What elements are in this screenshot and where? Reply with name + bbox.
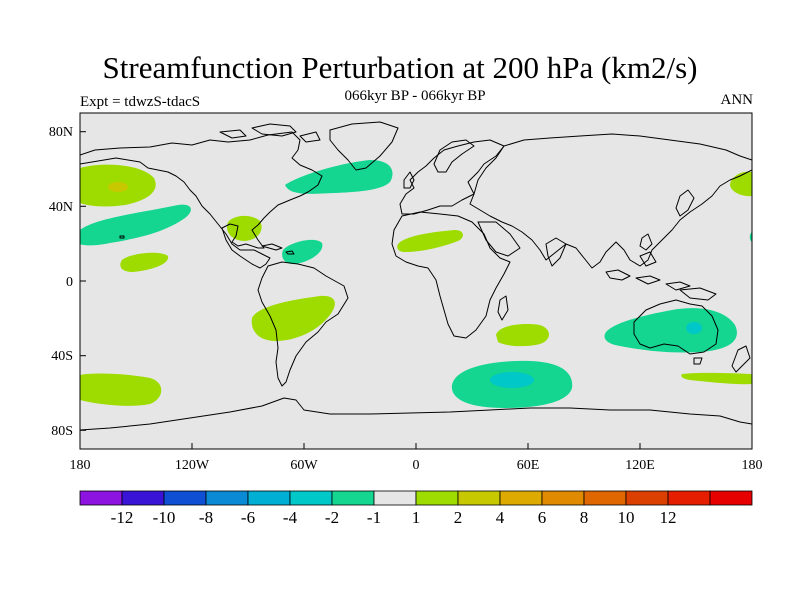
colorbar-label: -2 [325, 508, 339, 527]
coast-japan [675, 189, 695, 217]
lat-tick-label: 0 [66, 275, 73, 290]
coastlines [80, 121, 752, 431]
coast-australia [633, 299, 719, 355]
colorbar-swatch [121, 490, 165, 506]
anomaly-gulf-positive [226, 215, 262, 241]
colorbar-label: -4 [283, 508, 298, 527]
anomaly-sahara-positive [397, 230, 463, 252]
anomaly-australia-negative [604, 308, 737, 353]
colorbar-label: 1 [412, 508, 421, 527]
colorbar-swatch [163, 490, 207, 506]
coast-asia [469, 133, 752, 269]
latitude-axis: 80N 40N 0 40S 80S [49, 125, 86, 439]
colorbar-swatch [415, 490, 459, 506]
colorbar-swatch [457, 490, 501, 506]
anomaly-south-pacific-positive-east [681, 372, 752, 385]
lon-tick-label: 120W [175, 458, 210, 473]
colorbar-label: -6 [241, 508, 255, 527]
coast-philippines [639, 233, 653, 251]
coast-hawaii [119, 235, 125, 239]
lon-tick-label: 60W [290, 458, 318, 473]
colorbar-swatch [583, 490, 627, 506]
anomaly-south-indian-positive [496, 324, 549, 347]
colorbar-label: 12 [660, 508, 677, 527]
longitude-axis: 180 120W 60W 0 60E 120E 180 [70, 443, 763, 473]
colorbar-swatch [499, 490, 543, 506]
lon-tick-label: 120E [625, 458, 655, 473]
colorbar-swatch [373, 490, 417, 506]
coast-caribbean [261, 243, 295, 255]
anomaly-tropical-pacific-positive [120, 252, 169, 272]
colorbar-label: -12 [111, 508, 134, 527]
colorbar-swatch [205, 490, 249, 506]
anomaly-south-pacific-positive-west [80, 373, 162, 406]
anomaly-north-pacific-core [108, 182, 128, 192]
lat-tick-label: 80S [51, 424, 73, 439]
coast-arabia [477, 221, 521, 257]
colorbar-label: 10 [618, 508, 635, 527]
colorbar-swatch [247, 490, 291, 506]
anomaly-australia-core [686, 322, 702, 334]
lat-tick-label: 80N [49, 125, 73, 140]
coast-arctic-islands [219, 123, 321, 143]
colorbar-swatch [709, 490, 753, 506]
lon-tick-label: 0 [413, 458, 420, 473]
lon-tick-label: 180 [742, 458, 763, 473]
colorbar-labels: -12 -10 -8 -6 -4 -2 -1 1 2 4 6 8 10 12 [111, 508, 677, 527]
lat-tick-label: 40S [51, 349, 73, 364]
anomaly-south-america-positive [251, 295, 335, 342]
colorbar-label: -8 [199, 508, 213, 527]
lon-tick-label: 180 [70, 458, 91, 473]
colorbar-label: -1 [367, 508, 381, 527]
coast-antarctica [80, 397, 752, 431]
plot-title: Streamfunction Perturbation at 200 hPa (… [102, 50, 698, 85]
colorbar-label: 8 [580, 508, 589, 527]
coast-madagascar [497, 295, 509, 321]
coast-africa [391, 211, 511, 339]
coast-new-guinea [679, 287, 717, 301]
lat-tick-label: 40N [49, 200, 73, 215]
coast-scandinavia [433, 139, 475, 173]
colorbar-label: 4 [496, 508, 505, 527]
coast-new-zealand [731, 345, 751, 373]
anomaly-subtropical-pacific-negative [80, 204, 191, 246]
colorbar-swatch [541, 490, 585, 506]
coast-india [545, 237, 567, 267]
colorbar-label: -10 [153, 508, 176, 527]
anomaly-southern-ocean-core [490, 372, 534, 388]
lon-tick-label: 60E [517, 458, 540, 473]
coast-north-america [80, 131, 323, 269]
season-label: ANN [720, 92, 754, 108]
colorbar-swatch [289, 490, 333, 506]
coast-uk [403, 171, 415, 189]
anomaly-west-atlantic-negative [282, 239, 323, 265]
colorbar-swatch [331, 490, 375, 506]
map-background [80, 113, 752, 449]
colorbar-label: 2 [454, 508, 463, 527]
experiment-label: Expt = tdwzS-tdacS [80, 94, 201, 110]
coast-greenland [329, 121, 399, 171]
colorbar [79, 490, 753, 506]
coast-tasmania [693, 357, 703, 365]
anomaly-east-asia-negative [749, 232, 752, 242]
colorbar-swatch [79, 490, 123, 506]
plot-subtitle: 066kyr BP - 066kyr BP [344, 88, 486, 104]
coast-south-america [257, 261, 349, 387]
coast-europe [399, 139, 505, 215]
colorbar-swatch [625, 490, 669, 506]
colorbar-swatch [667, 490, 711, 506]
colorbar-label: 6 [538, 508, 547, 527]
coast-indonesia [605, 251, 691, 291]
